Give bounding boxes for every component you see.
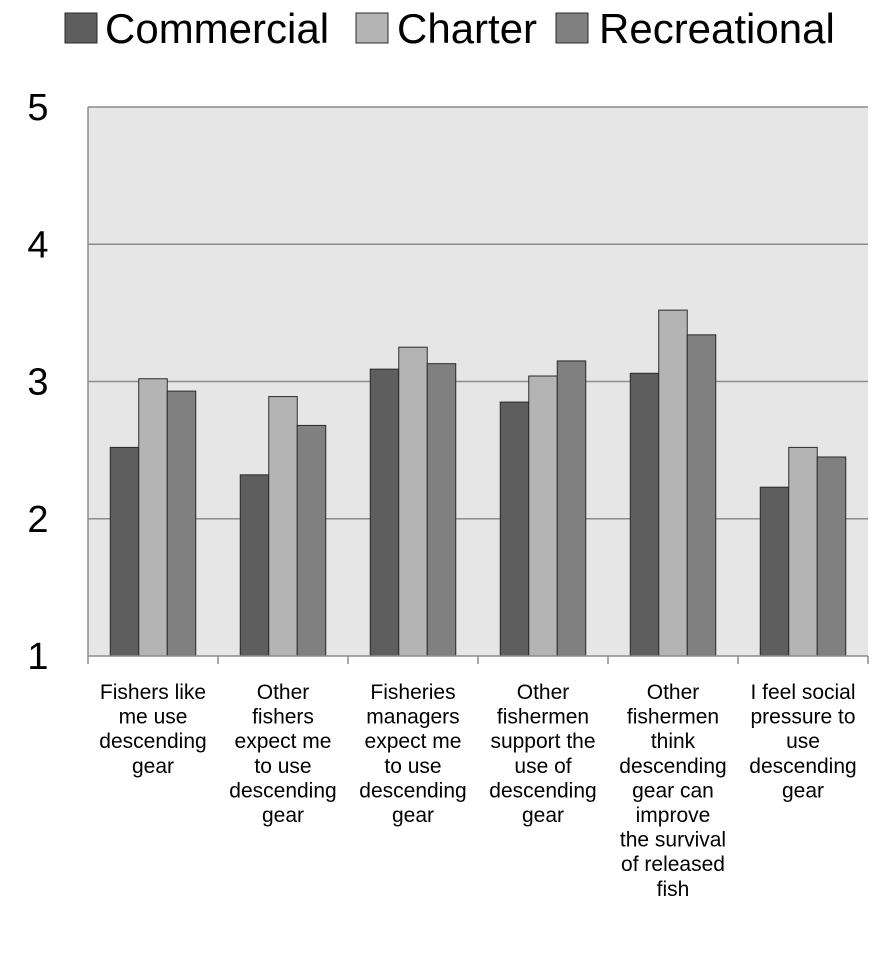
y-tick-label-2: 2 bbox=[27, 499, 48, 541]
bar-recreational-2 bbox=[296, 424, 327, 657]
y-tick-label-5: 5 bbox=[27, 87, 48, 129]
legend-label-charter: Charter bbox=[397, 5, 537, 52]
legend-label-commercial: Commercial bbox=[105, 5, 329, 52]
bar-commercial-4 bbox=[499, 401, 530, 657]
bar-recreational-1 bbox=[166, 390, 197, 657]
legend-swatch-commercial bbox=[64, 12, 98, 44]
y-tick-label-3: 3 bbox=[27, 362, 48, 404]
legend-swatch-recreational bbox=[555, 12, 589, 44]
bar-recreational-5 bbox=[686, 334, 717, 657]
bar-charter-3 bbox=[398, 346, 428, 657]
bar-charter-6 bbox=[788, 446, 818, 657]
axes bbox=[87, 107, 869, 664]
category-label-3: Fisheries managers expect me to use descendi… bbox=[359, 681, 466, 827]
bars bbox=[109, 309, 847, 657]
category-label-6: I feel social pressure to use descending gea… bbox=[749, 681, 856, 802]
bar-charter-4 bbox=[528, 375, 558, 657]
category-label-2: Other fishers expect me to use descending gea… bbox=[229, 681, 336, 827]
y-tick-labels: 1 2 3 4 5 bbox=[27, 87, 48, 678]
legend-label-recreational: Recreational bbox=[599, 5, 835, 52]
category-label-4: Other fishermen support the use of descendin… bbox=[489, 681, 596, 827]
gridlines bbox=[88, 106, 868, 520]
bar-commercial-1 bbox=[109, 446, 140, 657]
bar-recreational-4 bbox=[556, 360, 587, 657]
category-label-1: Fishers like me use descending gear bbox=[99, 681, 206, 778]
bar-charter-5 bbox=[658, 309, 688, 657]
y-tick-label-4: 4 bbox=[27, 224, 48, 266]
bar-commercial-3 bbox=[369, 368, 400, 657]
bar-charter-1 bbox=[138, 378, 168, 657]
legend: Commercial Charter Recreational bbox=[64, 5, 835, 52]
bar-commercial-5 bbox=[629, 372, 660, 657]
bar-commercial-2 bbox=[239, 474, 270, 657]
bar-commercial-6 bbox=[759, 486, 790, 657]
category-label-5: Other fishermen think descending gear can imp… bbox=[619, 681, 726, 901]
legend-swatch-charter bbox=[355, 12, 389, 44]
bar-charter-2 bbox=[268, 396, 298, 657]
y-tick-label-1: 1 bbox=[27, 636, 48, 678]
bar-recreational-6 bbox=[816, 456, 847, 657]
bar-recreational-3 bbox=[426, 363, 457, 657]
